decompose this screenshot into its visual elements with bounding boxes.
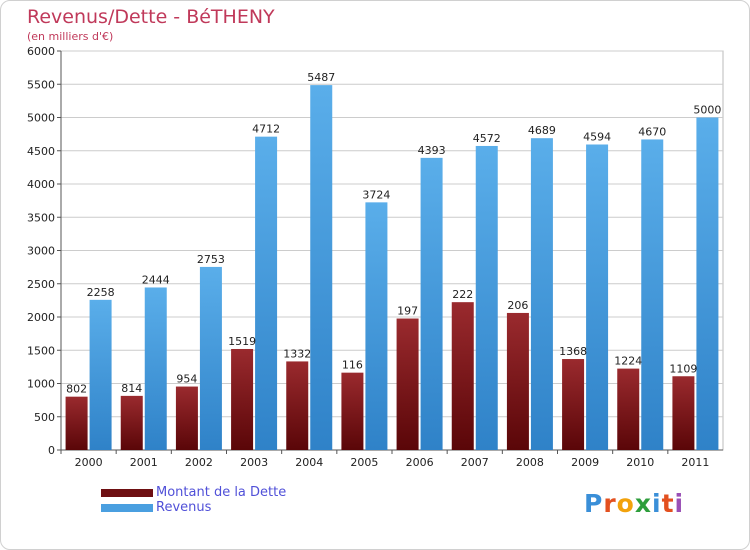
data-label-debt: 1519 <box>228 335 256 348</box>
data-label-revenus: 4712 <box>252 123 280 136</box>
data-label-revenus: 2444 <box>142 273 170 286</box>
bar-debt-2007 <box>451 302 474 450</box>
bar-revenus-2008 <box>530 138 553 450</box>
bar-debt-2000 <box>65 396 88 450</box>
data-label-revenus: 3724 <box>362 188 390 201</box>
bar-debt-2011 <box>672 376 695 450</box>
legend-label-revenus: Revenus <box>156 500 212 515</box>
y-tick-label: 0 <box>48 444 55 457</box>
bar-revenus-2007 <box>475 145 498 450</box>
x-tick-label: 2003 <box>240 456 268 469</box>
legend-label-debt: Montant de la Dette <box>156 485 287 500</box>
legend-item-debt: Montant de la Dette <box>101 485 361 502</box>
y-tick-label: 3500 <box>27 211 55 224</box>
x-tick-label: 2009 <box>571 456 599 469</box>
data-label-debt: 1109 <box>669 362 697 375</box>
grid-layer <box>60 50 724 451</box>
bar-revenus-2003 <box>255 136 278 451</box>
data-label-revenus: 2753 <box>197 253 225 266</box>
data-label-revenus: 2258 <box>87 286 115 299</box>
x-tick-label: 2002 <box>185 456 213 469</box>
x-tick-label: 2004 <box>295 456 323 469</box>
labels-layer: 802 2258 814 2444 954 2753 1519 4712 1332 5487 116… <box>66 71 721 396</box>
y-tick-label: 500 <box>34 411 55 424</box>
bar-revenus-2001 <box>144 287 167 450</box>
legend-swatch-revenus <box>101 504 153 512</box>
y-tick-label: 6000 <box>27 45 55 58</box>
x-tick-label: 2007 <box>461 456 489 469</box>
legend: Montant de la Dette Revenus <box>101 485 361 517</box>
proxiti-logo: Proxiti <box>584 489 685 518</box>
bar-debt-2010 <box>617 368 640 450</box>
bar-debt-2006 <box>396 318 419 450</box>
x-tick-label: 2008 <box>516 456 544 469</box>
chart-subtitle: (en milliers d'€) <box>27 30 114 43</box>
bar-debt-2005 <box>341 372 364 450</box>
x-tick-label: 2001 <box>130 456 158 469</box>
data-label-revenus: 4572 <box>473 132 501 145</box>
x-tick-label: 2011 <box>681 456 709 469</box>
y-tick-label: 4500 <box>27 145 55 158</box>
data-label-debt: 954 <box>176 373 197 386</box>
x-tick-label: 2005 <box>350 456 378 469</box>
x-tick-label: 2006 <box>406 456 434 469</box>
data-label-revenus: 5000 <box>693 104 721 117</box>
bar-revenus-2000 <box>89 299 112 450</box>
bar-revenus-2004 <box>310 85 333 450</box>
data-label-revenus: 5487 <box>307 71 335 84</box>
data-label-debt: 206 <box>507 299 528 312</box>
bar-debt-2009 <box>562 359 585 450</box>
y-tick-label: 1500 <box>27 344 55 357</box>
data-label-debt: 1332 <box>283 347 311 360</box>
bar-revenus-2011 <box>696 117 719 450</box>
bar-revenus-2010 <box>641 139 664 450</box>
y-tick-label: 2500 <box>27 278 55 291</box>
legend-item-revenus: Revenus <box>101 500 361 517</box>
y-tick-label: 3000 <box>27 245 55 258</box>
y-tick-label: 5000 <box>27 112 55 125</box>
y-tick-label: 5500 <box>27 78 55 91</box>
bar-revenus-2005 <box>365 202 388 450</box>
data-label-debt: 116 <box>342 359 363 372</box>
data-label-debt: 197 <box>397 305 418 318</box>
bar-revenus-2009 <box>586 144 609 450</box>
data-label-revenus: 4670 <box>638 125 666 138</box>
axis-layer: 0 500 1000 1500 2000 2500 3000 3500 4000 4500 5000… <box>27 45 723 469</box>
data-label-debt: 1368 <box>559 345 587 358</box>
data-label-debt: 222 <box>452 288 473 301</box>
bar-revenus-2006 <box>420 157 443 451</box>
y-tick-label: 4000 <box>27 178 55 191</box>
bar-debt-2001 <box>120 395 143 450</box>
bar-debt-2008 <box>506 312 529 450</box>
x-tick-label: 2000 <box>75 456 103 469</box>
bar-debt-2004 <box>286 361 309 450</box>
bar-debt-2002 <box>175 386 198 450</box>
x-tick-label: 2010 <box>626 456 654 469</box>
bar-debt-2003 <box>231 348 254 450</box>
data-label-revenus: 4594 <box>583 130 611 143</box>
y-tick-label: 1000 <box>27 378 55 391</box>
legend-swatch-debt <box>101 489 153 497</box>
data-label-revenus: 4393 <box>418 144 446 157</box>
data-label-debt: 814 <box>121 382 142 395</box>
chart-title: Revenus/Dette - BéTHENY <box>27 6 275 28</box>
bar-revenus-2002 <box>199 266 222 450</box>
data-label-debt: 1224 <box>614 355 642 368</box>
data-label-revenus: 4689 <box>528 124 556 137</box>
y-tick-label: 2000 <box>27 311 55 324</box>
bars-layer <box>65 85 719 451</box>
data-label-debt: 802 <box>66 383 87 396</box>
